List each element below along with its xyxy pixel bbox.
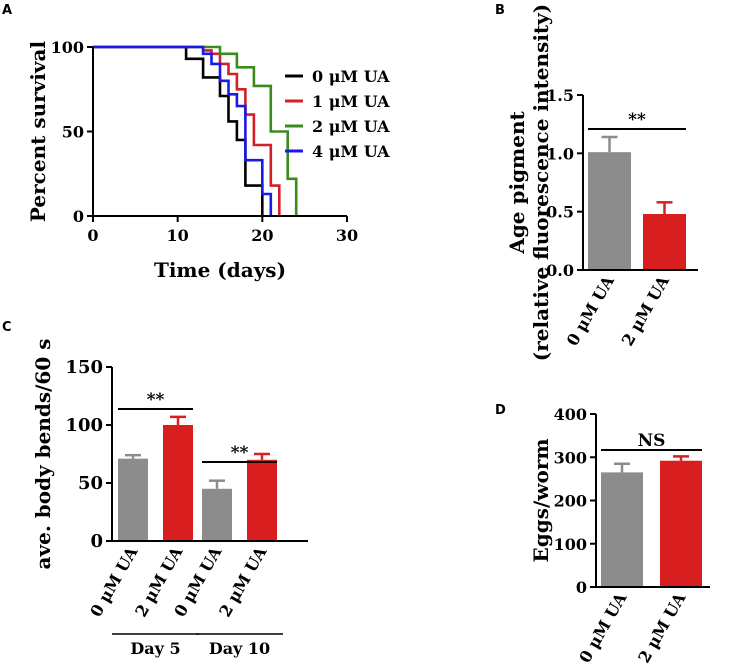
y-tick-label: 0: [73, 207, 84, 226]
bar-0: [118, 458, 148, 541]
x-tick-label: 0: [87, 226, 98, 245]
x-axis-title: Time (days): [154, 258, 286, 282]
group-label-1: Day 10: [209, 639, 270, 658]
y-tick-label: 200: [554, 492, 587, 511]
significance-label-0: NS: [638, 431, 666, 451]
y-tick-label: 1.0: [546, 144, 574, 163]
panel-letter-d: D: [495, 403, 506, 418]
y-tick-label: 400: [554, 405, 587, 424]
y-tick-label: 100: [554, 535, 587, 554]
bar-3: [247, 459, 277, 541]
y-tick-label: 100: [65, 415, 103, 436]
y-tick-label: 0: [90, 531, 103, 552]
panel-letter-a: A: [2, 3, 12, 18]
y-axis-title-line-1: (relative fluorescence intensity): [529, 4, 553, 362]
group-label-0: Day 5: [130, 639, 180, 658]
y-tick-label: 50: [62, 123, 84, 142]
category-label-1: 2 μM UA: [634, 589, 690, 666]
x-tick-label: 30: [336, 226, 358, 245]
legend-label-1: 1 μM UA: [312, 92, 390, 111]
x-tick-label: 10: [167, 226, 189, 245]
legend-label-0: 0 μM UA: [312, 67, 390, 86]
y-tick-label: 300: [554, 448, 587, 467]
survival-line-2: [93, 45, 298, 216]
y-tick-label: 0.0: [546, 261, 574, 280]
significance-label-1: **: [231, 443, 249, 463]
category-label-0: 0 μM UA: [563, 272, 619, 349]
legend-label-3: 4 μM UA: [312, 142, 390, 161]
bar-1: [660, 460, 702, 587]
panel-letter-c: C: [2, 320, 12, 335]
y-tick-label: 0: [576, 578, 587, 597]
significance-label-0: **: [628, 110, 646, 130]
legend-label-2: 2 μM UA: [312, 117, 390, 136]
panel-letter-b: B: [495, 3, 505, 18]
y-axis-title: Eggs/worm: [529, 438, 553, 562]
bar-0: [601, 472, 643, 587]
survival-chart: 0 50 100 0 10 20 30 Time (days) Percent survival…: [26, 38, 390, 282]
bar-0: [588, 152, 631, 270]
y-tick-label: 50: [78, 473, 103, 494]
bar-1: [643, 214, 686, 270]
category-label-1: 2 μM UA: [618, 272, 674, 349]
y-tick-label: 100: [51, 38, 84, 57]
y-tick-label: 0.5: [546, 203, 574, 222]
bar-1: [163, 425, 193, 541]
survival-line-0: [93, 45, 264, 216]
survival-line-3: [93, 45, 273, 216]
significance-label-0: **: [147, 390, 165, 410]
x-tick-label: 20: [251, 226, 273, 245]
age-pigment-chart: 0.0 0.5 1.0 1.5 0 μM UA 2 μM UA Age pigment (re…: [505, 4, 698, 362]
bar-2: [202, 488, 232, 541]
category-label-0: 0 μM UA: [575, 589, 631, 666]
y-axis-title-line-0: Age pigment: [505, 111, 529, 255]
survival-line-1: [93, 45, 281, 216]
y-axis-title: Percent survival: [26, 41, 50, 223]
y-tick-label: 150: [65, 357, 103, 378]
y-tick-label: 1.5: [546, 86, 574, 105]
eggs-chart: 0 100 200 300 400 0 μM UA 2 μM UA Eggs/worm NS: [529, 405, 710, 666]
y-axis-title: ave. body bends/60 s: [31, 339, 55, 570]
